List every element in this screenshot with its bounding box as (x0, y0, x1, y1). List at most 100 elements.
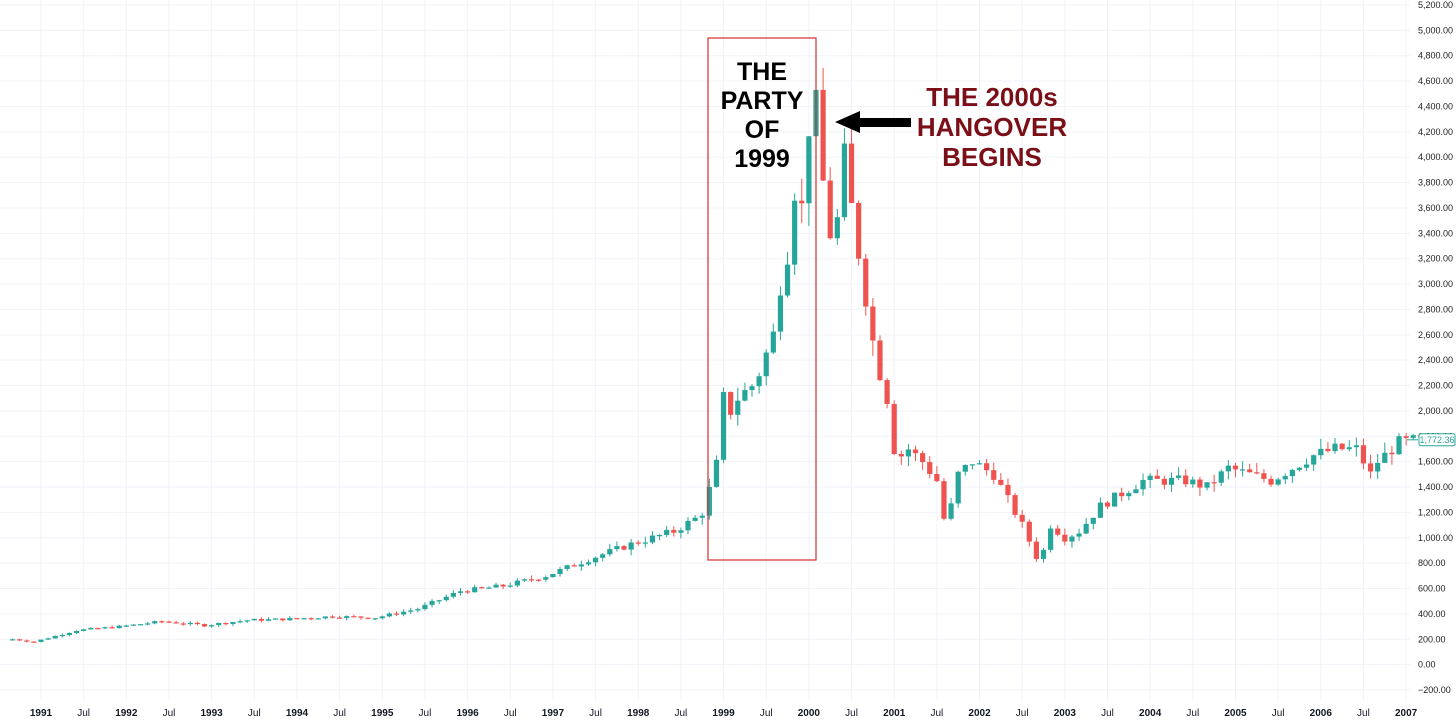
candle (443, 594, 449, 602)
x-tick-label: Jul (419, 708, 432, 719)
candle (955, 470, 961, 508)
price-axis[interactable]: −200.00 0.00 200.00 400.00 600.00 800.00 1,000… (1418, 0, 1453, 695)
candle-body (315, 618, 321, 620)
candle (969, 464, 976, 470)
candle-body (443, 596, 449, 601)
candle (280, 618, 286, 622)
candle-body (472, 587, 478, 593)
candle (685, 517, 691, 535)
candle (73, 630, 80, 634)
candle-body (1097, 502, 1103, 518)
candle (265, 617, 272, 622)
candle (528, 575, 535, 583)
candle-body (358, 616, 364, 618)
candle (1346, 440, 1352, 452)
candle (408, 607, 414, 615)
candle-body (1254, 472, 1260, 474)
candle-body (614, 546, 620, 550)
candle (692, 514, 698, 522)
candle-body (763, 352, 769, 377)
candle (365, 617, 371, 620)
y-tick-label: 2,600.00 (1418, 330, 1453, 340)
candle (749, 383, 755, 397)
candle-body (137, 624, 144, 626)
x-tick-label: 2004 (1139, 708, 1162, 719)
x-tick-label: Jul (163, 708, 176, 719)
candle-body (1033, 541, 1039, 559)
candle-body (365, 617, 371, 619)
candle (1247, 463, 1253, 473)
candle (1062, 528, 1068, 546)
candle (1140, 473, 1146, 496)
x-tick-label: 1995 (371, 708, 394, 719)
candle (543, 575, 549, 582)
candle (258, 617, 265, 623)
candle (429, 599, 435, 608)
candle (671, 526, 677, 537)
candle-body (770, 331, 776, 353)
candle-body (1062, 534, 1068, 542)
candle-body (436, 600, 442, 602)
candle (109, 625, 115, 629)
candle (521, 578, 528, 583)
candle (728, 391, 734, 420)
candle-body (685, 520, 691, 531)
candle-body (1161, 478, 1167, 485)
candle-body (45, 638, 51, 640)
candle-body (73, 631, 80, 634)
annotation-right-line-1: THE 2000s (926, 82, 1058, 112)
x-tick-label: 2006 (1310, 708, 1333, 719)
x-tick-label: 1998 (627, 708, 650, 719)
candle-body (1069, 536, 1075, 542)
candle (45, 637, 51, 640)
candle (571, 563, 577, 567)
candle (1296, 466, 1303, 472)
candle (777, 286, 784, 341)
candle-body (337, 617, 343, 619)
candle (827, 167, 833, 240)
y-tick-label: 1,000.00 (1418, 533, 1453, 543)
candle (770, 323, 776, 355)
y-tick-label: 1,200.00 (1418, 507, 1453, 517)
candle-body (1275, 479, 1281, 485)
candle (898, 450, 904, 465)
x-tick-label: 1992 (115, 708, 138, 719)
candle (31, 641, 37, 643)
candle (137, 623, 144, 626)
candle-body (948, 503, 954, 519)
candle-body (998, 479, 1004, 485)
candle-body (649, 535, 656, 543)
candle (848, 127, 855, 204)
candle-body (159, 621, 165, 623)
candle (1026, 519, 1032, 547)
candle-body (1360, 445, 1367, 464)
candle-body (145, 623, 151, 625)
annotation-layer: THE PARTY OF 1999 THE 2000s HANGOVER BEG… (707, 37, 1067, 561)
y-tick-label: 0.00 (1418, 660, 1436, 670)
candle (88, 627, 94, 630)
candle (1048, 525, 1054, 553)
candle-body (635, 542, 641, 544)
candle (116, 624, 122, 629)
candle-body (500, 584, 506, 587)
candle (1097, 497, 1103, 518)
candle-body (848, 143, 855, 203)
candle-body (486, 587, 492, 589)
candle-body (237, 621, 243, 623)
candle (337, 615, 343, 620)
y-tick-label: 3,000.00 (1418, 279, 1453, 289)
annotation-left-line-1: THE (737, 58, 787, 86)
candle (1161, 475, 1167, 490)
candle-body (230, 622, 236, 625)
candle (628, 538, 634, 556)
candle (251, 618, 257, 621)
x-tick-label: 1991 (30, 708, 53, 719)
candle-body (479, 587, 485, 589)
candle (941, 478, 947, 521)
y-tick-label: −200.00 (1418, 685, 1451, 695)
candle-body (628, 542, 634, 550)
candle-body (1076, 533, 1082, 537)
candle-body (194, 622, 201, 625)
candle (592, 556, 599, 567)
time-axis[interactable]: 1991 Jul 1992 Jul 1993 Jul 1994 Jul 1995 Jul 1996 J… (30, 708, 1418, 719)
